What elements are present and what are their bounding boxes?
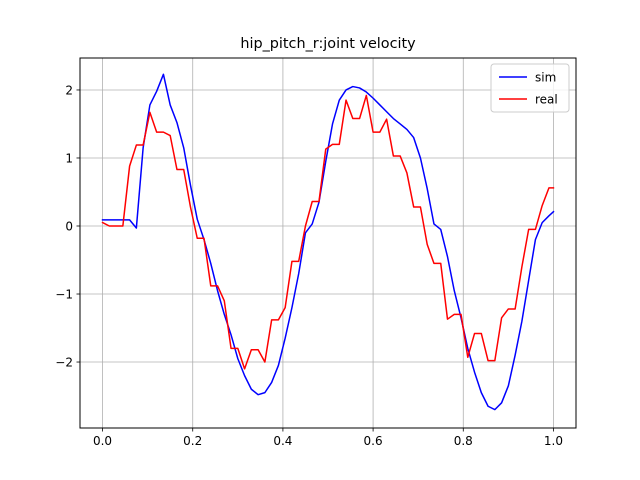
x-tick-label: 0.8	[454, 434, 473, 448]
axes-ticks: 0.0 0.2 0.4 0.6 0.8 1.0 −2 −1 0 1 2	[55, 83, 563, 448]
legend-label-real: real	[535, 92, 558, 106]
chart-title: hip_pitch_r:joint velocity	[240, 36, 416, 52]
legend-label-sim: sim	[535, 70, 556, 84]
plot-area-frame	[79, 57, 577, 429]
x-tick-label: 0.6	[364, 434, 383, 448]
y-tick-label: 1	[65, 151, 73, 165]
series-line-real	[101, 94, 555, 370]
legend-frame	[490, 63, 570, 113]
x-tick-label: 1.0	[544, 434, 563, 448]
y-tick-label: −2	[55, 355, 73, 369]
plot-series	[101, 73, 555, 411]
y-tick-label: −1	[55, 287, 73, 301]
series-line-sim	[101, 73, 555, 411]
x-tick-label: 0.4	[273, 434, 292, 448]
y-tick-label: 0	[65, 219, 73, 233]
y-tick-label: 2	[65, 83, 73, 97]
x-tick-label: 0.0	[93, 434, 112, 448]
legend: sim real	[490, 63, 570, 113]
x-tick-label: 0.2	[183, 434, 202, 448]
